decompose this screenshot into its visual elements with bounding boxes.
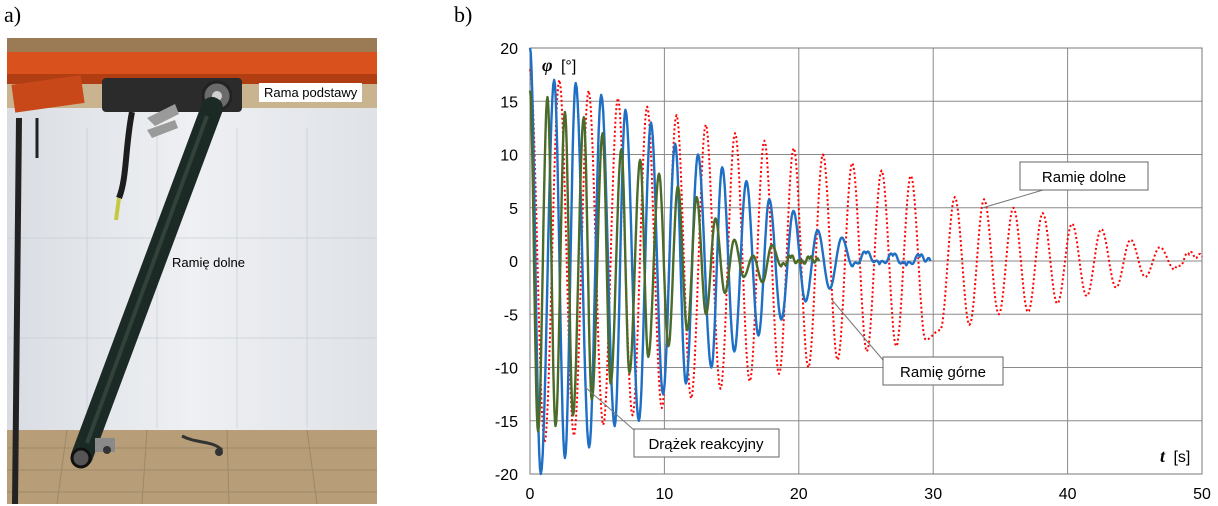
photo-label-base-frame: Rama podstawy <box>259 83 363 102</box>
y-axis-symbol: φ <box>542 55 553 75</box>
panel-label-b: b) <box>454 2 473 27</box>
y-tick-label: 15 <box>500 94 518 111</box>
y-axis-unit: [°] <box>561 58 576 75</box>
x-tick-label: 50 <box>1193 486 1211 502</box>
x-axis-unit: [s] <box>1173 449 1190 466</box>
y-axis-label: φ [°] <box>542 55 576 75</box>
series-line-reaction-rod <box>528 90 821 433</box>
test-rig-photo: Rama podstawy Ramię dolne <box>7 38 377 504</box>
annotation-lower-arm: Ramię dolne <box>981 161 1149 209</box>
plot-frame <box>529 47 1203 475</box>
x-tick-label: 20 <box>790 486 808 502</box>
y-tick-label: 5 <box>509 201 518 218</box>
annotation-lower-arm-text: Ramię dolne <box>1042 169 1126 186</box>
annotation-upper-arm-text: Ramię górne <box>900 364 986 381</box>
x-tick-label: 40 <box>1059 486 1077 502</box>
y-tick-label: 0 <box>509 254 518 271</box>
y-tick-label: -10 <box>495 361 518 378</box>
annotation-reaction-rod: Drążek reakcyjny <box>584 386 780 458</box>
x-tick-label: 30 <box>924 486 942 502</box>
chart-series <box>528 47 1203 476</box>
x-tick-label: 0 <box>526 486 535 502</box>
base-frame <box>7 52 377 80</box>
y-tick-label: 20 <box>500 41 518 58</box>
series-line-upper-arm <box>528 47 932 476</box>
x-tick-label: 10 <box>656 486 674 502</box>
y-tick-label: -15 <box>495 414 518 431</box>
y-tick-label: 10 <box>500 148 518 165</box>
annotation-reaction-rod-text: Drążek reakcyjny <box>648 436 764 453</box>
y-tick-label: -5 <box>504 307 518 324</box>
photo-label-lower-arm: Ramię dolne <box>172 255 245 270</box>
test-rig-illustration <box>7 38 377 504</box>
x-axis-symbol: t <box>1160 446 1166 466</box>
panel-label-a: a) <box>4 2 22 27</box>
support-post <box>12 117 22 504</box>
y-tick-label: -20 <box>495 467 518 484</box>
series-line-lower-arm <box>529 69 1203 444</box>
x-axis-label: t [s] <box>1160 446 1190 466</box>
annotation-upper-arm: Ramię górne <box>831 299 1004 386</box>
